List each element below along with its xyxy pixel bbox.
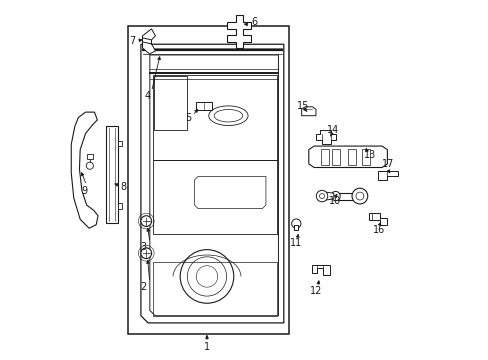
Text: 10: 10 bbox=[328, 197, 340, 206]
Text: 5: 5 bbox=[185, 113, 191, 123]
Polygon shape bbox=[335, 193, 354, 200]
Text: 15: 15 bbox=[296, 101, 308, 111]
Text: 9: 9 bbox=[81, 186, 88, 196]
Polygon shape bbox=[362, 149, 369, 165]
Polygon shape bbox=[141, 44, 283, 323]
Polygon shape bbox=[106, 126, 118, 223]
Polygon shape bbox=[321, 149, 328, 165]
Circle shape bbox=[351, 188, 367, 204]
Circle shape bbox=[141, 216, 151, 226]
Polygon shape bbox=[71, 112, 98, 228]
Polygon shape bbox=[142, 42, 155, 54]
Circle shape bbox=[316, 190, 327, 202]
Text: 1: 1 bbox=[203, 342, 210, 352]
Text: 8: 8 bbox=[120, 182, 126, 192]
Polygon shape bbox=[86, 154, 93, 158]
Text: 2: 2 bbox=[141, 282, 146, 292]
Text: 17: 17 bbox=[381, 159, 393, 169]
Polygon shape bbox=[378, 171, 397, 180]
Text: 13: 13 bbox=[364, 150, 376, 160]
Polygon shape bbox=[331, 149, 339, 165]
Polygon shape bbox=[227, 15, 250, 48]
Text: 7: 7 bbox=[128, 36, 135, 46]
Polygon shape bbox=[196, 103, 212, 111]
Text: 3: 3 bbox=[141, 242, 146, 252]
Text: 14: 14 bbox=[326, 125, 339, 135]
Text: 16: 16 bbox=[373, 225, 385, 235]
Text: 11: 11 bbox=[289, 238, 302, 248]
Polygon shape bbox=[347, 149, 355, 165]
Text: 6: 6 bbox=[251, 17, 257, 27]
Bar bbox=[128, 26, 288, 334]
Polygon shape bbox=[118, 141, 122, 146]
Polygon shape bbox=[142, 29, 155, 40]
Polygon shape bbox=[368, 213, 386, 225]
Polygon shape bbox=[301, 107, 315, 116]
Polygon shape bbox=[118, 203, 122, 208]
Text: 4: 4 bbox=[144, 91, 150, 101]
Circle shape bbox=[330, 192, 340, 201]
Polygon shape bbox=[323, 192, 333, 201]
Polygon shape bbox=[308, 146, 386, 167]
Polygon shape bbox=[312, 265, 329, 275]
Text: 12: 12 bbox=[309, 287, 322, 296]
Circle shape bbox=[141, 248, 151, 258]
Circle shape bbox=[180, 249, 233, 303]
Polygon shape bbox=[316, 130, 335, 144]
Polygon shape bbox=[294, 225, 298, 230]
Circle shape bbox=[291, 219, 300, 228]
